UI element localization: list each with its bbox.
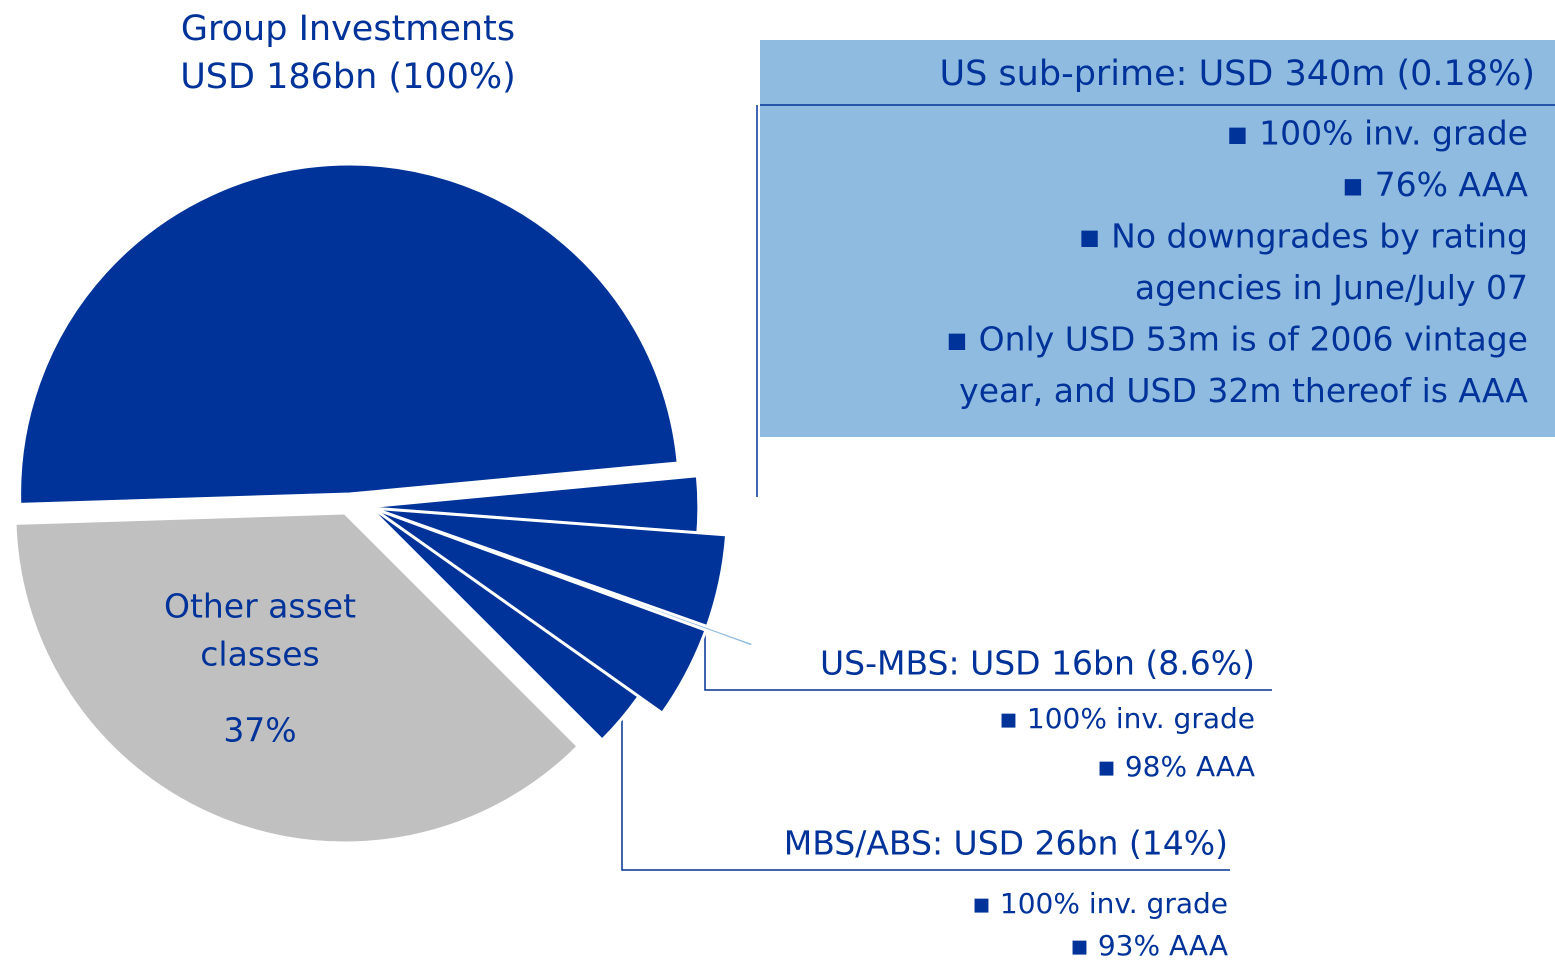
callout-bullet: ▪ 76% AAA [1342, 165, 1529, 204]
callout-bullet: ▪ 100% inv. grade [1226, 114, 1528, 153]
leader-line [621, 700, 1230, 871]
callout-box [760, 40, 1555, 437]
callout-bullet: ▪ Only USD 53m is of 2006 vintage [946, 320, 1528, 359]
pie-slice [18, 162, 680, 506]
chart-title: Group Investments [181, 9, 515, 49]
chart-title: USD 186bn (100%) [180, 57, 516, 97]
pie-slice [13, 511, 581, 845]
callout-bullet: ▪ No downgrades by rating [1078, 217, 1528, 256]
callout-title: US-MBS: USD 16bn (8.6%) [820, 644, 1255, 683]
slice-label: Other asset [164, 587, 356, 626]
callout-bullet: ▪ 93% AAA [1070, 929, 1228, 962]
exploded-slice [375, 508, 756, 650]
callout-bullet: ▪ 98% AAA [1097, 750, 1255, 783]
callout-bullet: year, and USD 32m thereof is AAA [959, 371, 1528, 410]
callout-title: US sub-prime: USD 340m (0.18%) [939, 54, 1535, 94]
callout-title: MBS/ABS: USD 26bn (14%) [784, 824, 1228, 863]
callout-bullet: ▪ 100% inv. grade [999, 702, 1255, 735]
slice-label: Debt [298, 259, 378, 298]
slice-label: classes [200, 635, 319, 674]
slice-label: securities [259, 307, 418, 346]
callout-bullet: ▪ 100% inv. grade [972, 887, 1228, 920]
slice-value-label: 63% [301, 391, 374, 430]
slice-value-label: 37% [223, 711, 296, 750]
callout-bullet: agencies in June/July 07 [1135, 268, 1528, 307]
